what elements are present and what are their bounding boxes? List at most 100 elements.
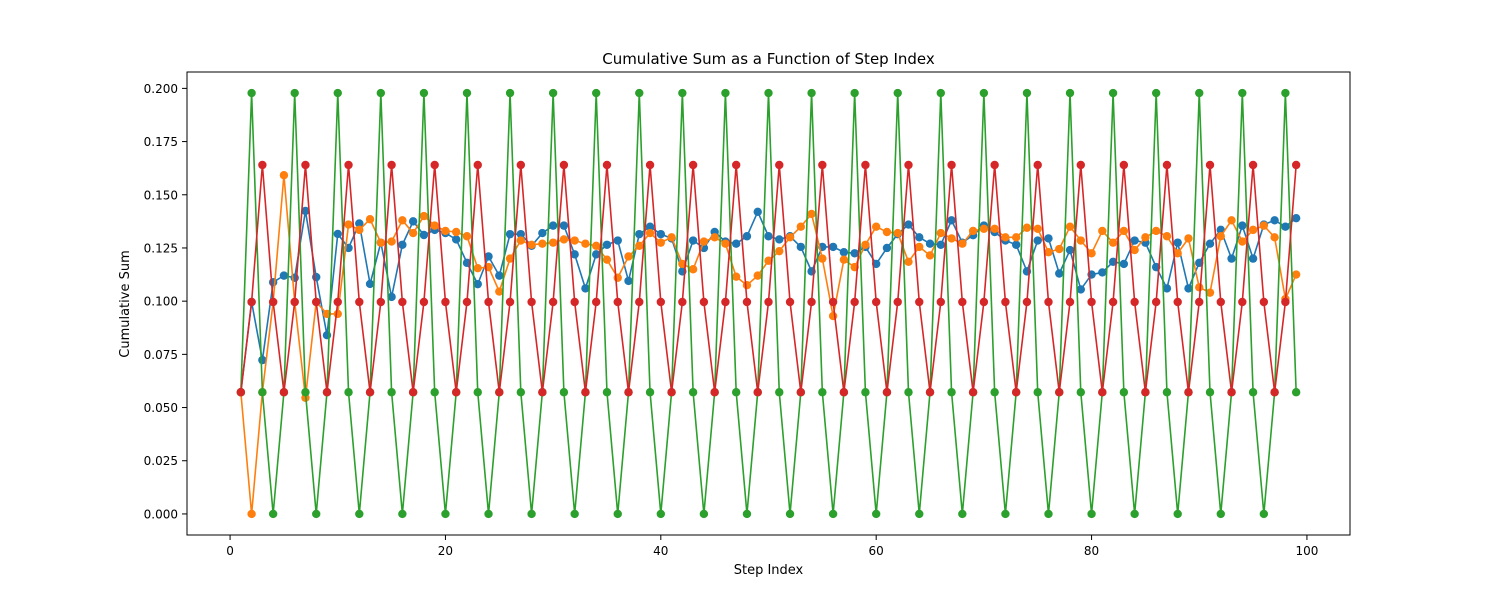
series-2-point	[602, 255, 612, 264]
series-2-point	[1184, 234, 1193, 243]
series-2-line	[240, 174, 1297, 515]
series-4-point	[484, 297, 493, 307]
series-4-point	[818, 160, 827, 170]
series-4-point	[398, 297, 407, 307]
series-4-point	[828, 297, 838, 307]
series-3-point	[699, 509, 709, 519]
series-1-point	[915, 233, 924, 242]
series-1-point	[688, 236, 698, 245]
series-2-point	[775, 246, 784, 256]
series-3-point	[473, 388, 482, 397]
series-2-point	[333, 309, 342, 319]
series-3-point	[484, 509, 493, 519]
series-2-point	[688, 265, 698, 274]
series-3-point	[1033, 388, 1042, 397]
series-2-point	[376, 238, 386, 247]
series-4-point	[742, 297, 752, 307]
series-2-point	[1108, 238, 1118, 247]
series-4-point	[1173, 297, 1182, 307]
series-3-point	[387, 388, 396, 397]
series-3-point	[915, 509, 924, 519]
plot-frame	[186, 71, 1351, 536]
series-2-point	[1044, 248, 1053, 257]
series-2-point	[1259, 221, 1269, 230]
series-3-point	[850, 88, 859, 98]
series-2-point	[947, 234, 956, 243]
series-2-point	[990, 224, 999, 234]
series-1-point	[1076, 285, 1085, 294]
series-4-point	[1151, 297, 1161, 307]
series-3-point	[516, 388, 526, 397]
series-4-point	[1270, 388, 1279, 397]
series-3-point	[430, 388, 439, 397]
series-3-point	[355, 509, 364, 519]
series-2-point	[710, 233, 719, 242]
series-3-point	[731, 388, 741, 397]
y-tick-label: 0.125	[144, 241, 178, 255]
series-2-point	[645, 228, 655, 238]
series-1-point	[1184, 284, 1193, 293]
series-2-point	[441, 226, 450, 236]
series-3-point	[893, 88, 902, 98]
series-1-point	[1205, 239, 1215, 248]
series-2-point	[958, 239, 967, 248]
series-3-point	[742, 509, 752, 519]
series-2-point	[667, 233, 676, 242]
series-3-point	[548, 88, 558, 98]
series-2-point	[1055, 244, 1064, 254]
series-3-point	[785, 509, 795, 519]
series-4-point	[344, 160, 353, 170]
series-1-point	[645, 222, 655, 231]
series-4-point	[301, 160, 310, 170]
series-3-point	[1173, 509, 1182, 519]
series-3-point	[635, 88, 644, 98]
series-4-point	[1162, 160, 1172, 170]
series-4-point	[979, 297, 989, 307]
series-4-point	[408, 388, 418, 397]
series-4-point	[548, 297, 558, 307]
series-1-point	[559, 221, 569, 230]
series-1-point	[613, 236, 622, 245]
series-1-point	[365, 279, 375, 289]
y-tick-label: 0.200	[144, 82, 178, 96]
series-1-point	[581, 284, 590, 293]
series-3-point	[290, 88, 299, 98]
series-4-point	[936, 297, 945, 307]
series-4-point	[387, 160, 396, 170]
series-4-point	[290, 297, 299, 307]
series-1-point	[925, 239, 935, 248]
series-1-point	[656, 229, 666, 239]
x-tick-label: 60	[869, 544, 884, 558]
x-tick-label: 0	[226, 544, 234, 558]
series-1-point	[1119, 259, 1129, 269]
series-3-point	[1044, 509, 1053, 519]
series-4-point	[462, 297, 472, 307]
series-3-point	[613, 509, 622, 519]
series-4-point	[1259, 297, 1269, 307]
series-2-point	[279, 171, 289, 180]
y-tick-label: 0.050	[144, 401, 178, 415]
series-2-point	[1065, 222, 1075, 231]
series-1-point	[279, 271, 289, 280]
series-4-point	[1001, 297, 1010, 307]
series-4-point	[645, 160, 655, 170]
series-1-point	[1248, 254, 1258, 263]
series-1-point	[1044, 234, 1053, 243]
series-1-point	[1195, 258, 1204, 268]
series-3-point	[1065, 88, 1075, 98]
series-3-point	[871, 509, 881, 519]
series-4-point	[602, 160, 612, 170]
series-2-point	[839, 255, 849, 264]
series-2-point	[968, 226, 978, 236]
series-4-point	[1011, 388, 1021, 397]
series-4-point	[656, 297, 666, 307]
series-2-point	[1130, 245, 1139, 255]
series-1-point	[333, 229, 342, 239]
series-2-point	[548, 238, 558, 247]
series-4-point	[968, 388, 978, 397]
series-3-point	[936, 88, 945, 98]
series-4-point	[699, 297, 709, 307]
series-3-point	[570, 509, 579, 519]
series-4-point	[850, 297, 859, 307]
